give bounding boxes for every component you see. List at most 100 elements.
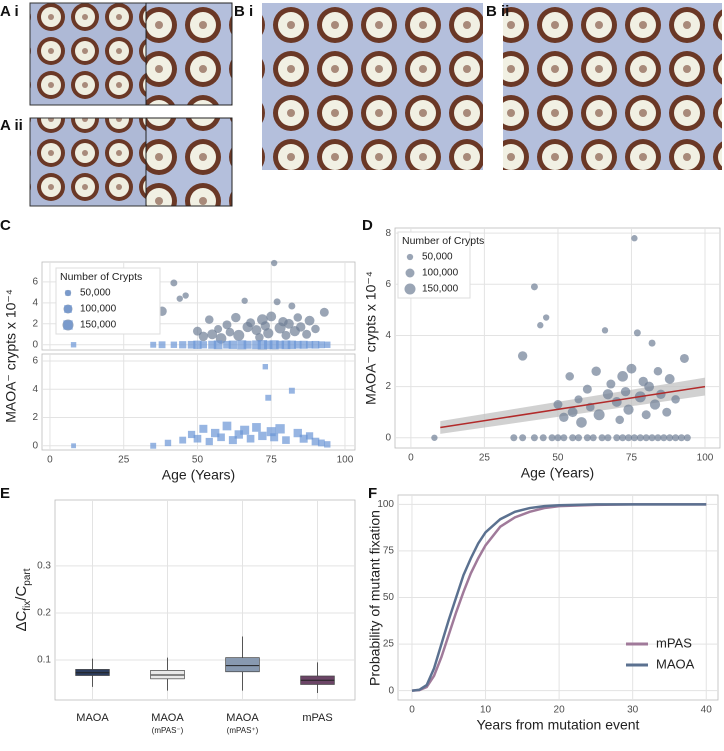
point <box>233 329 245 341</box>
y-tick-label: 0.1 <box>37 655 51 666</box>
point <box>217 433 225 442</box>
x-tick-sublabel: (mPAS⁻) <box>152 726 184 735</box>
point <box>519 434 527 442</box>
legend: Number of Crypts 50,000 100,000 150,000 <box>397 231 484 299</box>
x-tick-label: 30 <box>627 705 639 716</box>
point <box>222 320 232 330</box>
point <box>305 341 314 349</box>
point <box>644 381 655 392</box>
point <box>648 434 656 442</box>
panel-label: A ii <box>0 117 23 134</box>
point <box>199 424 208 433</box>
point <box>324 341 331 348</box>
point <box>319 307 329 317</box>
y-tick-label: 75 <box>383 546 395 557</box>
point <box>237 340 247 350</box>
point <box>517 351 528 361</box>
y-tick-label: 50 <box>383 592 395 603</box>
point <box>613 434 621 442</box>
y-tick-label: 6 <box>32 277 38 288</box>
point <box>187 430 196 439</box>
legend-box <box>55 267 161 335</box>
point <box>554 434 562 442</box>
point <box>620 387 631 397</box>
point <box>257 340 268 350</box>
point <box>305 432 314 440</box>
y-tick-label: 100 <box>377 499 394 510</box>
point <box>656 389 666 399</box>
y-tick-label: 6 <box>32 356 38 367</box>
x-tick-label: 75 <box>626 453 638 464</box>
point <box>649 399 661 410</box>
point <box>275 424 285 434</box>
legend-title: Number of Crypts <box>402 235 484 247</box>
y-tick-label: 0 <box>388 685 394 696</box>
point <box>311 437 320 446</box>
y-tick-label: 0 <box>32 339 38 350</box>
legend-label: MAOA <box>656 656 695 671</box>
x-tick-label: mPAS <box>302 712 332 724</box>
chart: 0 2 4 6 MAOA⁻ crypts x 10⁻⁴ Number of Crypts 5… <box>3 259 356 423</box>
legend-label: mPAS <box>656 635 692 650</box>
point <box>615 415 624 425</box>
point <box>246 318 256 328</box>
point <box>198 331 209 342</box>
point <box>660 434 668 442</box>
histology-inset <box>145 117 233 207</box>
point <box>264 340 273 349</box>
point <box>225 327 235 337</box>
point <box>591 366 601 376</box>
point <box>683 434 691 442</box>
point <box>606 379 616 389</box>
point <box>619 434 627 442</box>
x-axis-label: Age (Years) <box>521 465 594 481</box>
legend: Number of Crypts 50,000 100,000 150,000 <box>55 267 161 335</box>
point <box>283 318 294 329</box>
point <box>192 326 202 336</box>
y-axis-label-part: part <box>22 568 33 585</box>
point <box>179 341 187 349</box>
point <box>576 417 587 428</box>
point <box>530 283 538 291</box>
point <box>671 395 680 404</box>
point <box>677 434 685 442</box>
point <box>636 434 644 442</box>
chart: 0 2 4 6 8 0 25 50 75 100 Age (Years) MAOA⁻ crypts x… <box>363 227 721 481</box>
point <box>543 314 550 321</box>
point <box>252 423 261 432</box>
panel-label: B i <box>234 3 253 20</box>
point <box>228 340 238 349</box>
point <box>664 374 675 384</box>
point <box>210 428 220 438</box>
point <box>602 389 614 400</box>
point <box>641 410 651 420</box>
point <box>170 279 178 287</box>
legend-key <box>64 305 72 313</box>
point <box>623 404 634 415</box>
histology-inset <box>145 2 233 106</box>
point <box>288 387 295 394</box>
point <box>243 340 252 349</box>
x-tick-label: 40 <box>701 705 713 716</box>
point <box>270 259 278 267</box>
point <box>510 434 518 442</box>
point <box>304 315 315 326</box>
chart: 0 25 50 75 100 0 10 20 30 40 Years from mutation e… <box>367 494 719 733</box>
point <box>176 295 183 302</box>
point <box>559 412 569 423</box>
point <box>234 430 243 439</box>
point <box>273 298 281 306</box>
point <box>228 436 237 445</box>
point <box>293 313 303 322</box>
y-tick-label: 25 <box>383 639 395 650</box>
point <box>205 315 214 324</box>
line <box>411 503 707 692</box>
point <box>258 431 267 441</box>
point <box>565 372 574 381</box>
point <box>569 434 577 442</box>
y-tick-label: 4 <box>32 297 38 308</box>
point <box>530 434 538 442</box>
point <box>231 312 241 323</box>
